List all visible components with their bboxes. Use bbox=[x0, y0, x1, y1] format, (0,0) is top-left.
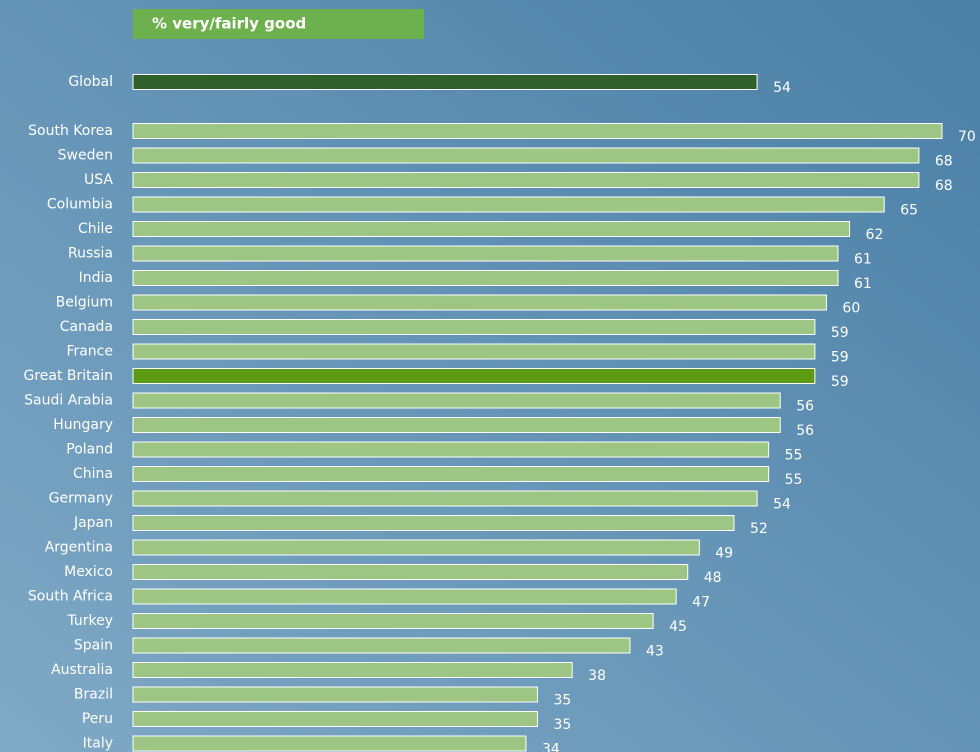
bar bbox=[132, 368, 816, 384]
value-label: 38 bbox=[588, 668, 606, 684]
bar bbox=[132, 319, 816, 335]
category-label: Italy bbox=[83, 736, 113, 752]
bar bbox=[132, 613, 654, 629]
category-label: Argentina bbox=[45, 540, 113, 556]
value-label: 59 bbox=[831, 374, 849, 390]
bar bbox=[132, 123, 943, 139]
bar bbox=[132, 294, 827, 311]
bar bbox=[132, 221, 851, 237]
category-label: Australia bbox=[51, 662, 113, 678]
value-label: 35 bbox=[554, 717, 572, 733]
category-label: Brazil bbox=[74, 687, 113, 703]
bar bbox=[132, 564, 689, 580]
bar bbox=[132, 588, 677, 605]
value-label: 34 bbox=[542, 742, 560, 752]
value-label: 68 bbox=[935, 154, 953, 170]
value-label: 56 bbox=[796, 423, 814, 439]
category-label: Germany bbox=[49, 491, 113, 507]
category-label: Russia bbox=[68, 246, 113, 262]
category-label: Canada bbox=[60, 319, 113, 335]
value-label: 62 bbox=[866, 227, 884, 243]
bar bbox=[132, 490, 758, 507]
value-label: 55 bbox=[785, 448, 803, 464]
category-label: India bbox=[79, 270, 113, 286]
value-label: 43 bbox=[646, 644, 664, 660]
value-label: 35 bbox=[554, 693, 572, 709]
bar bbox=[132, 147, 920, 164]
value-label: 54 bbox=[773, 497, 791, 513]
category-label: Mexico bbox=[64, 564, 113, 580]
category-label: Belgium bbox=[56, 295, 113, 311]
bar bbox=[132, 662, 573, 678]
category-label: Columbia bbox=[47, 197, 113, 213]
category-label: Peru bbox=[82, 711, 113, 727]
value-label: 59 bbox=[831, 325, 849, 341]
value-label: 61 bbox=[854, 252, 872, 268]
value-label: 47 bbox=[692, 595, 710, 611]
category-label: France bbox=[66, 344, 113, 360]
bar bbox=[132, 539, 700, 556]
bar bbox=[132, 735, 527, 752]
value-label: 61 bbox=[854, 276, 872, 292]
category-label: Hungary bbox=[53, 417, 113, 433]
bar bbox=[132, 245, 839, 262]
category-label: Spain bbox=[74, 638, 113, 654]
category-label: Japan bbox=[73, 515, 113, 531]
value-label: 60 bbox=[842, 301, 860, 317]
category-label: USA bbox=[84, 172, 113, 188]
bar bbox=[132, 343, 816, 360]
value-label: 55 bbox=[785, 472, 803, 488]
category-label: Global bbox=[68, 74, 113, 90]
bar bbox=[132, 172, 920, 188]
subtitle: % very/fairly good bbox=[152, 15, 306, 33]
bar bbox=[132, 515, 735, 531]
category-label: Chile bbox=[78, 221, 113, 237]
value-label: 68 bbox=[935, 178, 953, 194]
bar bbox=[132, 196, 885, 213]
value-label: 54 bbox=[773, 80, 791, 96]
category-label: China bbox=[73, 466, 113, 482]
category-label: Saudi Arabia bbox=[24, 393, 113, 409]
bar bbox=[132, 686, 538, 703]
value-label: 48 bbox=[704, 570, 722, 586]
value-label: 56 bbox=[796, 399, 814, 415]
value-label: 49 bbox=[715, 546, 733, 562]
category-label: South Africa bbox=[28, 589, 113, 605]
bar bbox=[132, 466, 770, 482]
bar bbox=[132, 711, 538, 727]
category-label: Sweden bbox=[58, 148, 113, 164]
bar bbox=[132, 270, 839, 286]
category-label: Turkey bbox=[66, 613, 113, 629]
bar bbox=[132, 392, 781, 409]
value-label: 65 bbox=[900, 203, 918, 219]
value-label: 59 bbox=[831, 350, 849, 366]
value-label: 70 bbox=[958, 129, 976, 145]
value-label: 45 bbox=[669, 619, 687, 635]
bar bbox=[132, 74, 758, 90]
subtitle-box bbox=[133, 9, 424, 39]
bar bbox=[132, 637, 631, 654]
category-label: Poland bbox=[66, 442, 113, 458]
value-label: 52 bbox=[750, 521, 768, 537]
bar bbox=[132, 441, 770, 458]
category-label: Great Britain bbox=[23, 368, 113, 384]
category-label: South Korea bbox=[28, 123, 113, 139]
bar bbox=[132, 417, 781, 433]
